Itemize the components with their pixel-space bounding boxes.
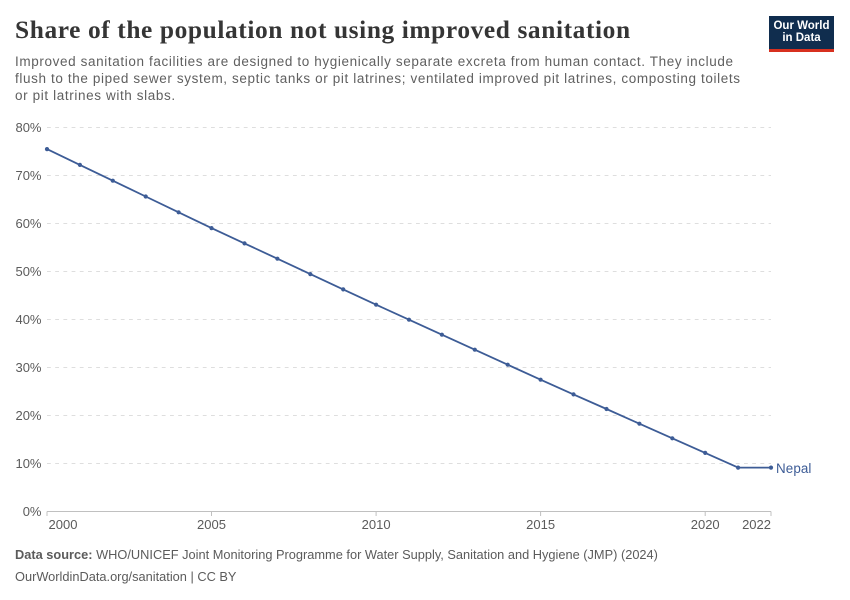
svg-text:20%: 20% — [15, 408, 41, 423]
svg-text:10%: 10% — [15, 456, 41, 471]
svg-text:80%: 80% — [15, 120, 41, 135]
svg-text:30%: 30% — [15, 360, 41, 375]
svg-text:2010: 2010 — [362, 517, 391, 532]
svg-text:50%: 50% — [15, 264, 41, 279]
svg-text:70%: 70% — [15, 168, 41, 183]
svg-text:0%: 0% — [23, 504, 42, 519]
svg-text:2015: 2015 — [526, 517, 555, 532]
svg-text:Nepal: Nepal — [776, 461, 812, 476]
svg-text:40%: 40% — [15, 312, 41, 327]
svg-text:2022: 2022 — [742, 517, 771, 532]
svg-text:60%: 60% — [15, 216, 41, 231]
svg-text:2005: 2005 — [197, 517, 226, 532]
svg-text:2000: 2000 — [49, 517, 78, 532]
svg-text:2020: 2020 — [691, 517, 720, 532]
